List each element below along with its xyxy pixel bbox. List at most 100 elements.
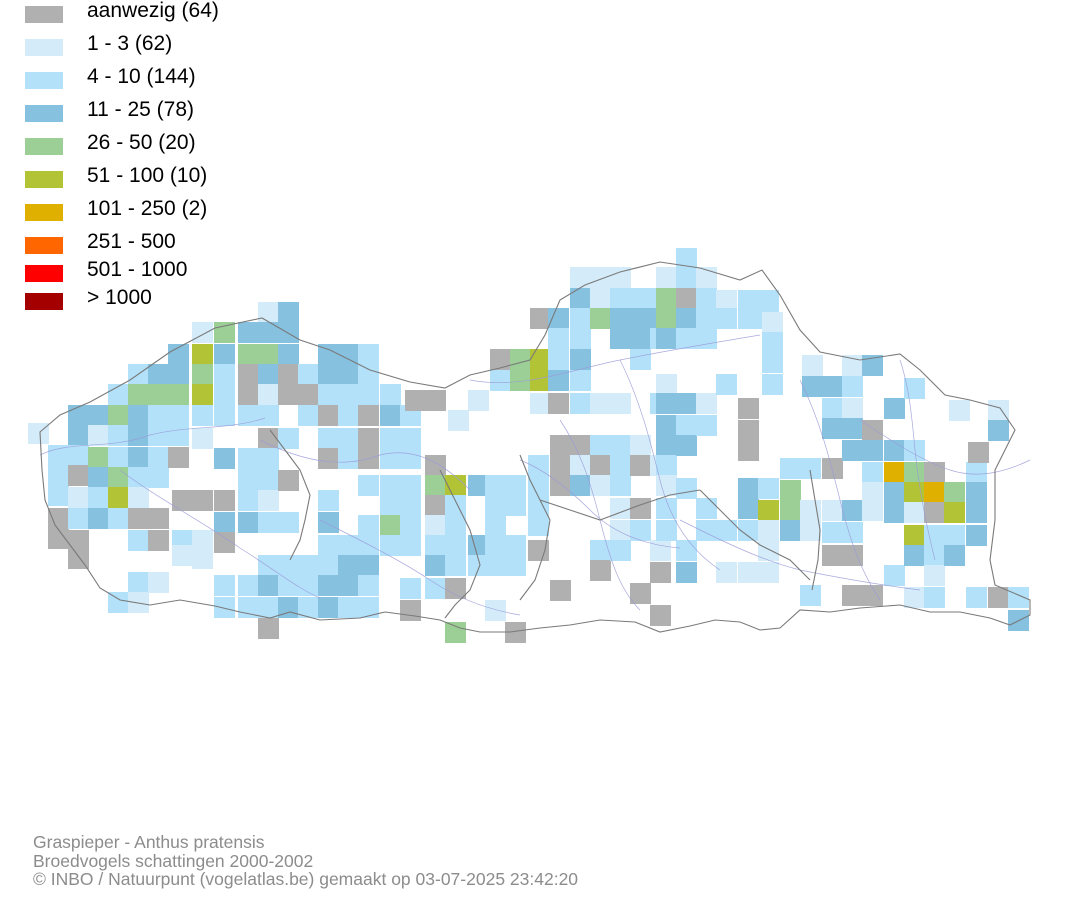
grid-cell xyxy=(258,512,279,533)
legend-label: 1 - 3 (62) xyxy=(87,32,173,55)
grid-cell xyxy=(48,528,69,549)
grid-cell xyxy=(338,364,359,385)
grid-cell xyxy=(590,308,611,329)
grid-cell xyxy=(528,495,549,516)
grid-cell xyxy=(318,490,339,511)
grid-cell xyxy=(214,490,235,511)
grid-cell xyxy=(802,355,823,376)
grid-cell xyxy=(88,425,109,446)
legend-swatch xyxy=(25,138,63,155)
grid-cell xyxy=(445,622,466,643)
grid-cell xyxy=(108,508,129,529)
grid-cell xyxy=(570,475,591,496)
grid-cell xyxy=(278,428,299,449)
grid-cell xyxy=(380,405,401,426)
grid-cell xyxy=(258,344,279,365)
grid-cell xyxy=(758,290,779,311)
legend-label: 26 - 50 (20) xyxy=(87,131,196,154)
grid-cell xyxy=(862,420,883,441)
legend-label: 101 - 250 (2) xyxy=(87,197,208,220)
grid-cell xyxy=(128,405,149,426)
grid-cell xyxy=(656,288,677,309)
grid-cell xyxy=(590,267,611,288)
grid-cell xyxy=(630,308,651,329)
grid-cell xyxy=(278,512,299,533)
grid-cell xyxy=(780,480,801,501)
grid-cell xyxy=(822,376,843,397)
grid-cell xyxy=(904,462,925,483)
grid-cell xyxy=(510,349,531,370)
legend-item: 11 - 25 (78) xyxy=(25,99,385,124)
grid-cell xyxy=(400,515,421,536)
grid-cell xyxy=(884,482,905,503)
grid-cell xyxy=(610,520,631,541)
grid-cell xyxy=(988,587,1009,608)
grid-cell xyxy=(505,495,526,516)
grid-cell xyxy=(168,447,189,468)
grid-cell xyxy=(762,374,783,395)
grid-cell xyxy=(108,592,129,613)
grid-cell xyxy=(862,585,883,606)
grid-cell xyxy=(884,398,905,419)
grid-cell xyxy=(68,405,89,426)
grid-cell xyxy=(944,545,965,566)
grid-cell xyxy=(738,478,759,499)
grid-cell xyxy=(842,585,863,606)
footer-credit: © INBO / Natuurpunt (vogelatlas.be) gema… xyxy=(33,869,579,889)
grid-cell xyxy=(68,465,89,486)
grid-cell xyxy=(168,384,189,405)
grid-cell xyxy=(425,555,446,576)
grid-cell xyxy=(822,545,843,566)
grid-cell xyxy=(168,405,189,426)
grid-cell xyxy=(758,520,779,541)
grid-cell xyxy=(696,498,717,519)
grid-cell xyxy=(358,428,379,449)
grid-cell xyxy=(762,332,783,353)
grid-cell xyxy=(862,500,883,521)
grid-cell xyxy=(780,520,801,541)
grid-cell xyxy=(238,322,259,343)
grid-cell xyxy=(966,482,987,503)
grid-cell xyxy=(884,502,905,523)
grid-cell xyxy=(716,374,737,395)
grid-cell xyxy=(338,575,359,596)
grid-cell xyxy=(570,328,591,349)
grid-cell xyxy=(338,597,359,618)
grid-cell xyxy=(944,502,965,523)
grid-cell xyxy=(108,425,129,446)
grid-cell xyxy=(468,555,489,576)
grid-cell xyxy=(238,490,259,511)
grid-cell xyxy=(214,532,235,553)
grid-cell xyxy=(358,364,379,385)
grid-cell xyxy=(380,535,401,556)
grid-cell xyxy=(192,384,213,405)
grid-cell xyxy=(842,522,863,543)
grid-cell xyxy=(318,555,339,576)
footer: Graspieper - Anthus pratensis Broedvogel… xyxy=(33,833,578,889)
grid-cell xyxy=(278,344,299,365)
grid-cell xyxy=(485,475,506,496)
grid-cell xyxy=(842,355,863,376)
grid-cell xyxy=(400,495,421,516)
grid-cell xyxy=(924,525,945,546)
grid-cell xyxy=(548,370,569,391)
grid-cell xyxy=(485,555,506,576)
grid-cell xyxy=(630,288,651,309)
grid-cell xyxy=(278,470,299,491)
grid-cell xyxy=(68,530,89,551)
grid-cell xyxy=(48,508,69,529)
grid-cell xyxy=(380,448,401,469)
grid-cell xyxy=(400,600,421,621)
grid-cell xyxy=(676,267,697,288)
grid-cell xyxy=(842,500,863,521)
grid-cell xyxy=(904,587,925,608)
grid-cell xyxy=(108,487,129,508)
grid-cell xyxy=(400,578,421,599)
grid-cell xyxy=(800,458,821,479)
grid-cell xyxy=(656,415,677,436)
grid-cell xyxy=(966,587,987,608)
grid-cell xyxy=(128,487,149,508)
grid-cell xyxy=(570,308,591,329)
grid-cell xyxy=(758,562,779,583)
grid-cell xyxy=(656,308,677,329)
